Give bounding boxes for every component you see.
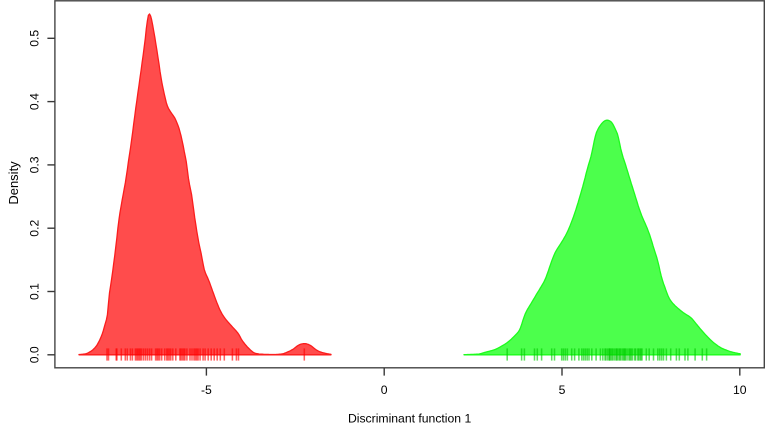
svg-text:0.0: 0.0 xyxy=(28,346,42,363)
svg-text:0.4: 0.4 xyxy=(28,93,42,110)
svg-text:0.1: 0.1 xyxy=(28,283,42,300)
svg-text:0: 0 xyxy=(381,383,388,397)
svg-text:Density: Density xyxy=(6,161,21,205)
svg-text:0.5: 0.5 xyxy=(28,30,42,47)
svg-text:0.3: 0.3 xyxy=(28,156,42,173)
svg-text:-5: -5 xyxy=(201,383,212,397)
svg-text:10: 10 xyxy=(733,383,747,397)
svg-text:Discriminant function 1: Discriminant function 1 xyxy=(348,412,472,423)
svg-text:0.2: 0.2 xyxy=(28,220,42,237)
svg-text:5: 5 xyxy=(559,383,566,397)
